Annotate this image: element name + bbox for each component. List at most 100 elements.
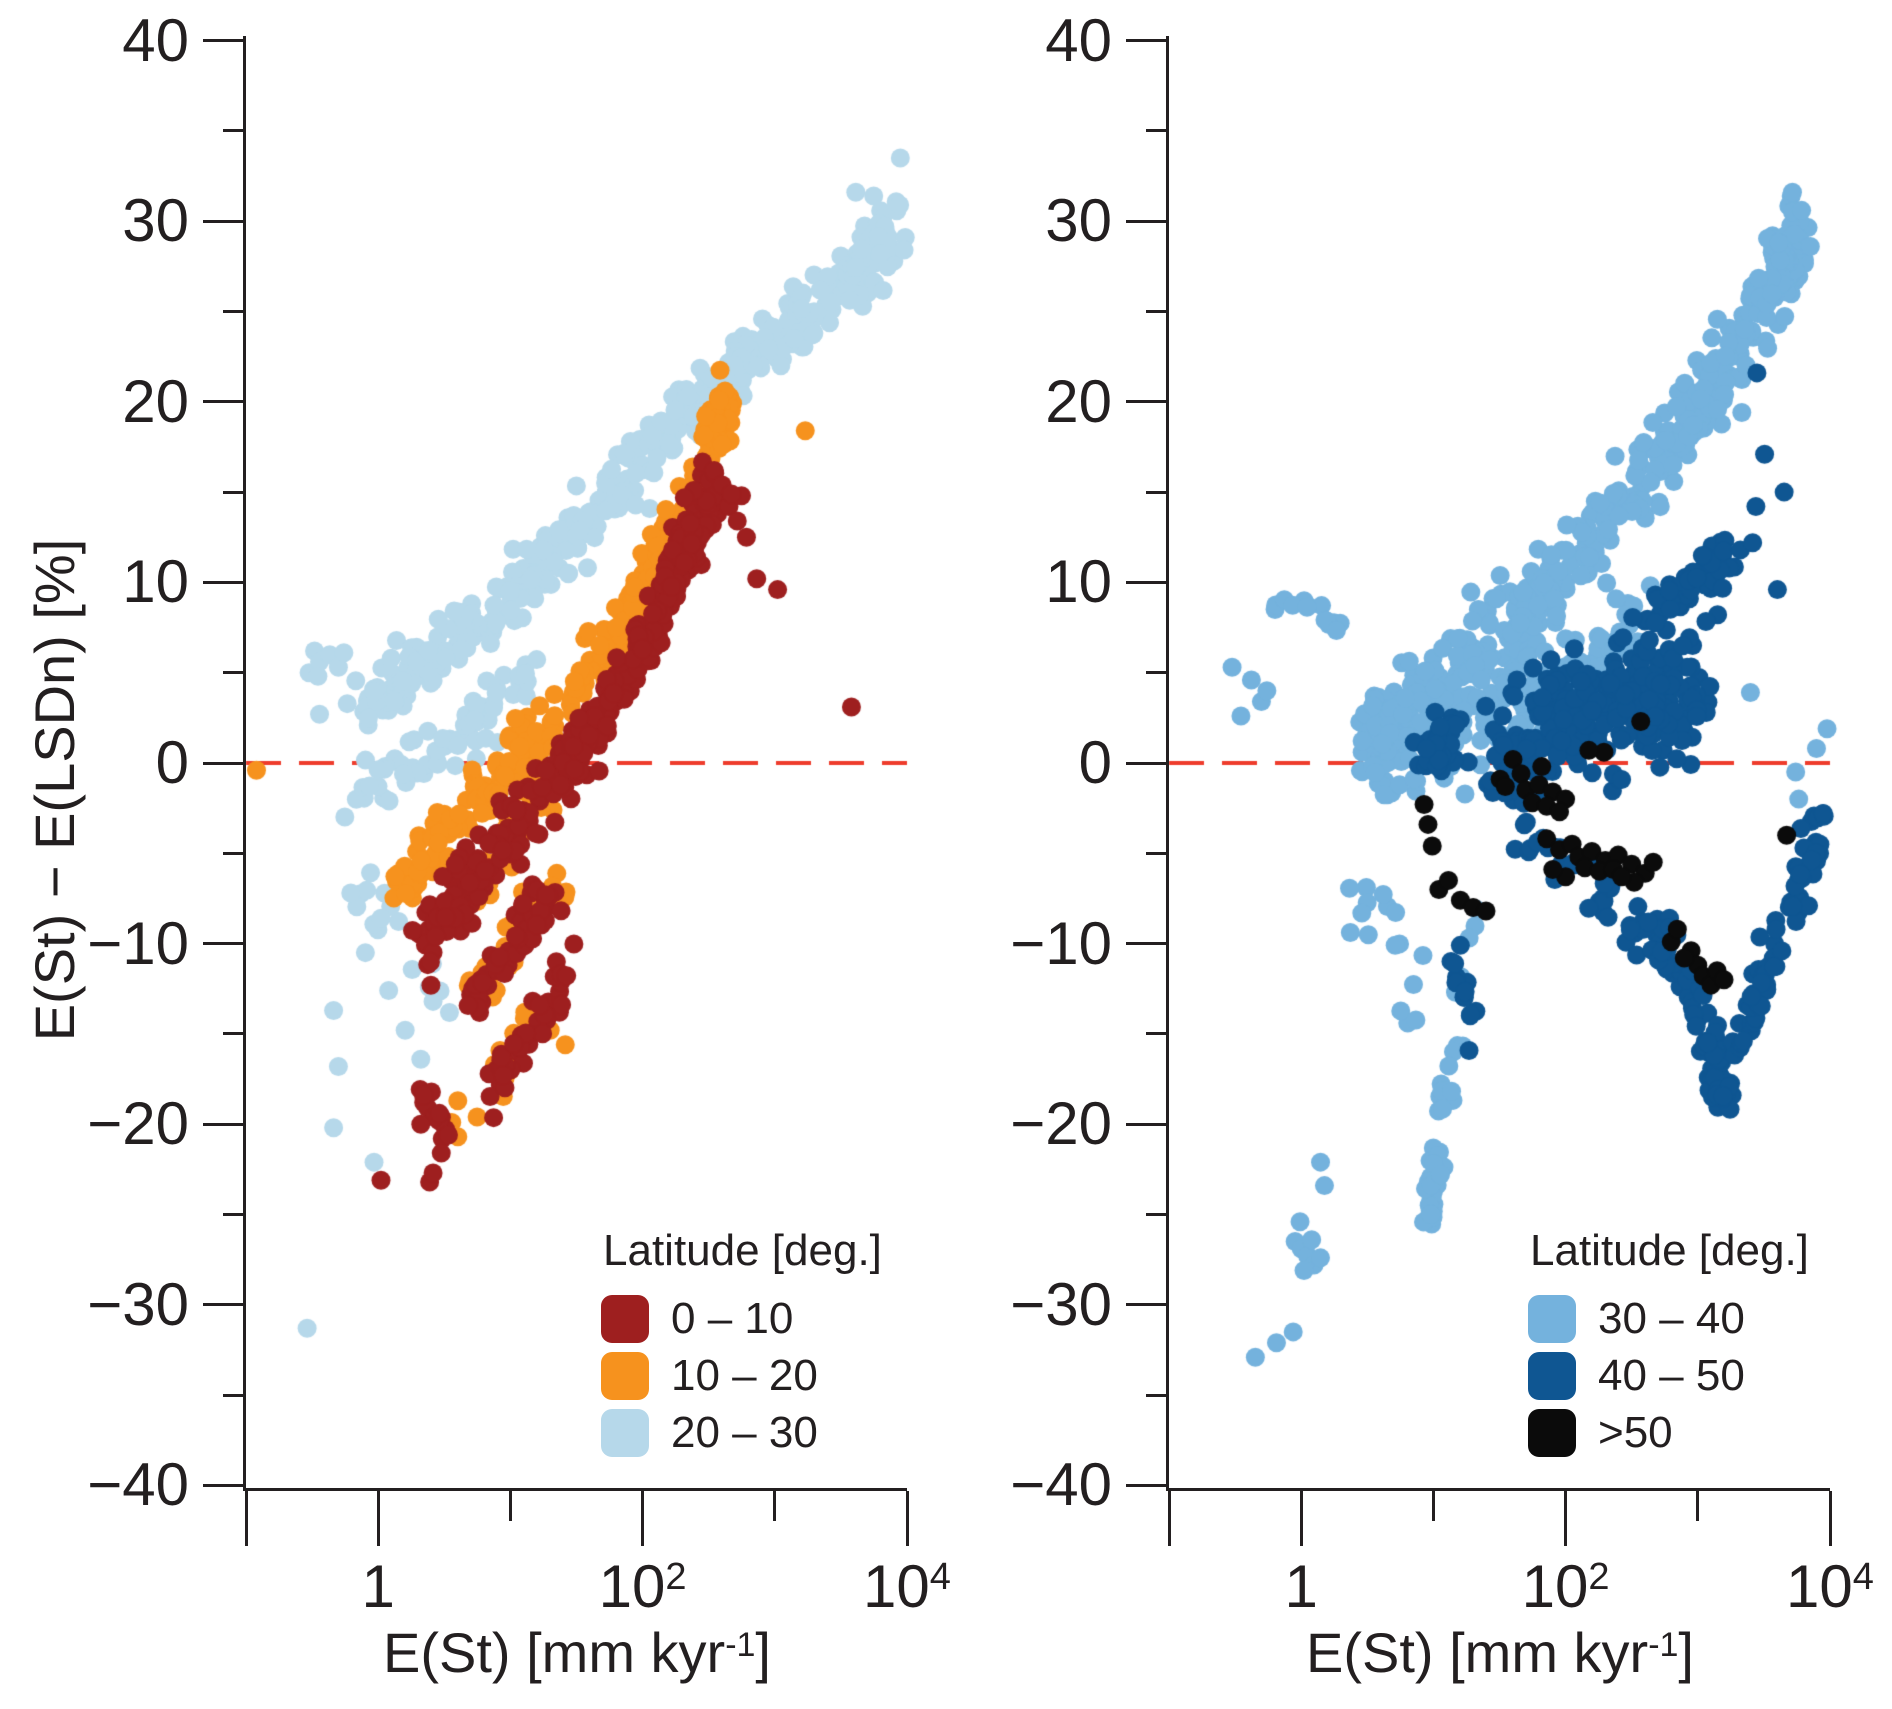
y-tick-label: −20: [87, 1090, 189, 1158]
x-tick-label: 102: [533, 1554, 753, 1620]
legend-item: 10 – 20: [601, 1347, 882, 1404]
y-tick: [1126, 1303, 1166, 1307]
x-tick: [1299, 1491, 1303, 1546]
y-tick: [1146, 1213, 1166, 1216]
y-tick-label: −10: [1010, 909, 1112, 977]
y-tick: [223, 1032, 243, 1036]
y-tick-label: −10: [87, 909, 189, 977]
x-tick-label-base: 1: [1284, 1553, 1318, 1620]
y-tick: [223, 1213, 243, 1216]
x-tick: [1696, 1491, 1700, 1521]
x-tick: [641, 1491, 645, 1546]
x-tick: [1828, 1491, 1832, 1546]
legend-title: Latitude [deg.]: [603, 1226, 882, 1275]
y-tick: [223, 671, 243, 675]
x-axis-title-left-sup: -1: [725, 1626, 756, 1664]
y-tick: [1146, 671, 1166, 675]
x-tick: [773, 1491, 777, 1521]
y-tick-label: 10: [122, 548, 189, 616]
y-tick-label: 40: [122, 6, 189, 74]
x-axis-title-right-post: ]: [1678, 1621, 1694, 1684]
x-tick-label-base: 10: [598, 1553, 666, 1620]
x-axis-title-left: E(St) [mm kyr-1]: [227, 1622, 927, 1684]
x-tick: [1564, 1491, 1568, 1546]
x-tick: [244, 1491, 248, 1546]
y-tick-label: −30: [1010, 1270, 1112, 1338]
legend-swatch: [1528, 1408, 1576, 1457]
y-tick: [1126, 580, 1166, 584]
y-tick-label: 30: [122, 187, 189, 255]
y-tick-label: −20: [1010, 1090, 1112, 1158]
x-tick-label: 1: [1191, 1554, 1411, 1620]
y-tick: [223, 851, 243, 855]
x-tick-label: 104: [1720, 1554, 1892, 1620]
y-tick: [1146, 1393, 1166, 1397]
x-tick-label-base: 10: [863, 1553, 930, 1620]
y-tick-label: 20: [1045, 367, 1112, 435]
y-tick: [203, 1483, 243, 1487]
legend-swatch: [1528, 1294, 1576, 1343]
y-tick: [1146, 490, 1166, 494]
x-axis-title-left-pre: E(St) [mm kyr: [383, 1621, 726, 1684]
x-tick: [1431, 1491, 1435, 1521]
y-tick-label: 30: [1045, 187, 1112, 255]
legend-label: >50: [1598, 1407, 1673, 1457]
x-axis-spine: [243, 1488, 907, 1491]
y-tick: [223, 1393, 243, 1397]
x-tick: [508, 1491, 512, 1521]
y-tick: [203, 39, 243, 43]
y-tick: [203, 580, 243, 584]
y-tick: [1126, 761, 1166, 765]
y-axis-spine: [243, 36, 246, 1491]
y-tick: [203, 219, 243, 223]
x-tick-label-base: 1: [361, 1553, 395, 1620]
legend-swatch: [601, 1351, 649, 1400]
x-tick: [1167, 1491, 1171, 1546]
x-tick-label-exp: 4: [929, 1556, 951, 1598]
x-axis-title-left-post: ]: [755, 1621, 771, 1684]
legend-label: 0 – 10: [671, 1293, 794, 1343]
x-tick-label-exp: 4: [1852, 1556, 1874, 1598]
legend-left: Latitude [deg.] 0 – 10 10 – 20 20 – 30: [601, 1226, 882, 1461]
legend-label: 30 – 40: [1598, 1293, 1745, 1343]
y-tick: [1146, 851, 1166, 855]
legend-swatch: [1528, 1351, 1576, 1400]
x-axis-title-right: E(St) [mm kyr-1]: [1150, 1622, 1850, 1684]
y-tick: [1146, 1032, 1166, 1036]
y-tick: [1126, 942, 1166, 946]
y-tick: [203, 761, 243, 765]
y-tick: [203, 942, 243, 946]
legend-item: 0 – 10: [601, 1290, 882, 1347]
x-axis-title-right-pre: E(St) [mm kyr: [1306, 1621, 1649, 1684]
y-tick: [203, 1303, 243, 1307]
y-tick-label: 0: [155, 729, 189, 796]
legend-label: 20 – 30: [671, 1407, 818, 1457]
legend-right: Latitude [deg.] 30 – 40 40 – 50 >50: [1528, 1226, 1809, 1461]
x-tick-label-base: 10: [1786, 1553, 1853, 1620]
y-tick: [223, 490, 243, 494]
y-tick: [1126, 1122, 1166, 1126]
y-tick: [223, 310, 243, 313]
y-tick: [1126, 1483, 1166, 1487]
y-tick: [203, 400, 243, 404]
y-tick-label: 40: [1045, 6, 1112, 74]
y-tick: [1126, 39, 1166, 43]
legend-label: 10 – 20: [671, 1350, 818, 1400]
x-tick-label-exp: 2: [1588, 1556, 1610, 1598]
legend-item: 20 – 30: [601, 1404, 882, 1461]
y-tick-label: 20: [122, 367, 189, 435]
y-tick: [223, 129, 243, 133]
y-tick-label: −40: [87, 1451, 189, 1519]
y-tick: [203, 1122, 243, 1126]
x-tick-label-base: 10: [1521, 1553, 1589, 1620]
legend-title: Latitude [deg.]: [1530, 1226, 1809, 1275]
legend-item: 40 – 50: [1528, 1347, 1809, 1404]
y-tick-label: −40: [1010, 1451, 1112, 1519]
y-tick-label: 10: [1045, 548, 1112, 616]
legend-label: 40 – 50: [1598, 1350, 1745, 1400]
y-tick: [1146, 129, 1166, 133]
legend-item: >50: [1528, 1404, 1809, 1461]
x-tick-label: 1: [268, 1554, 488, 1620]
